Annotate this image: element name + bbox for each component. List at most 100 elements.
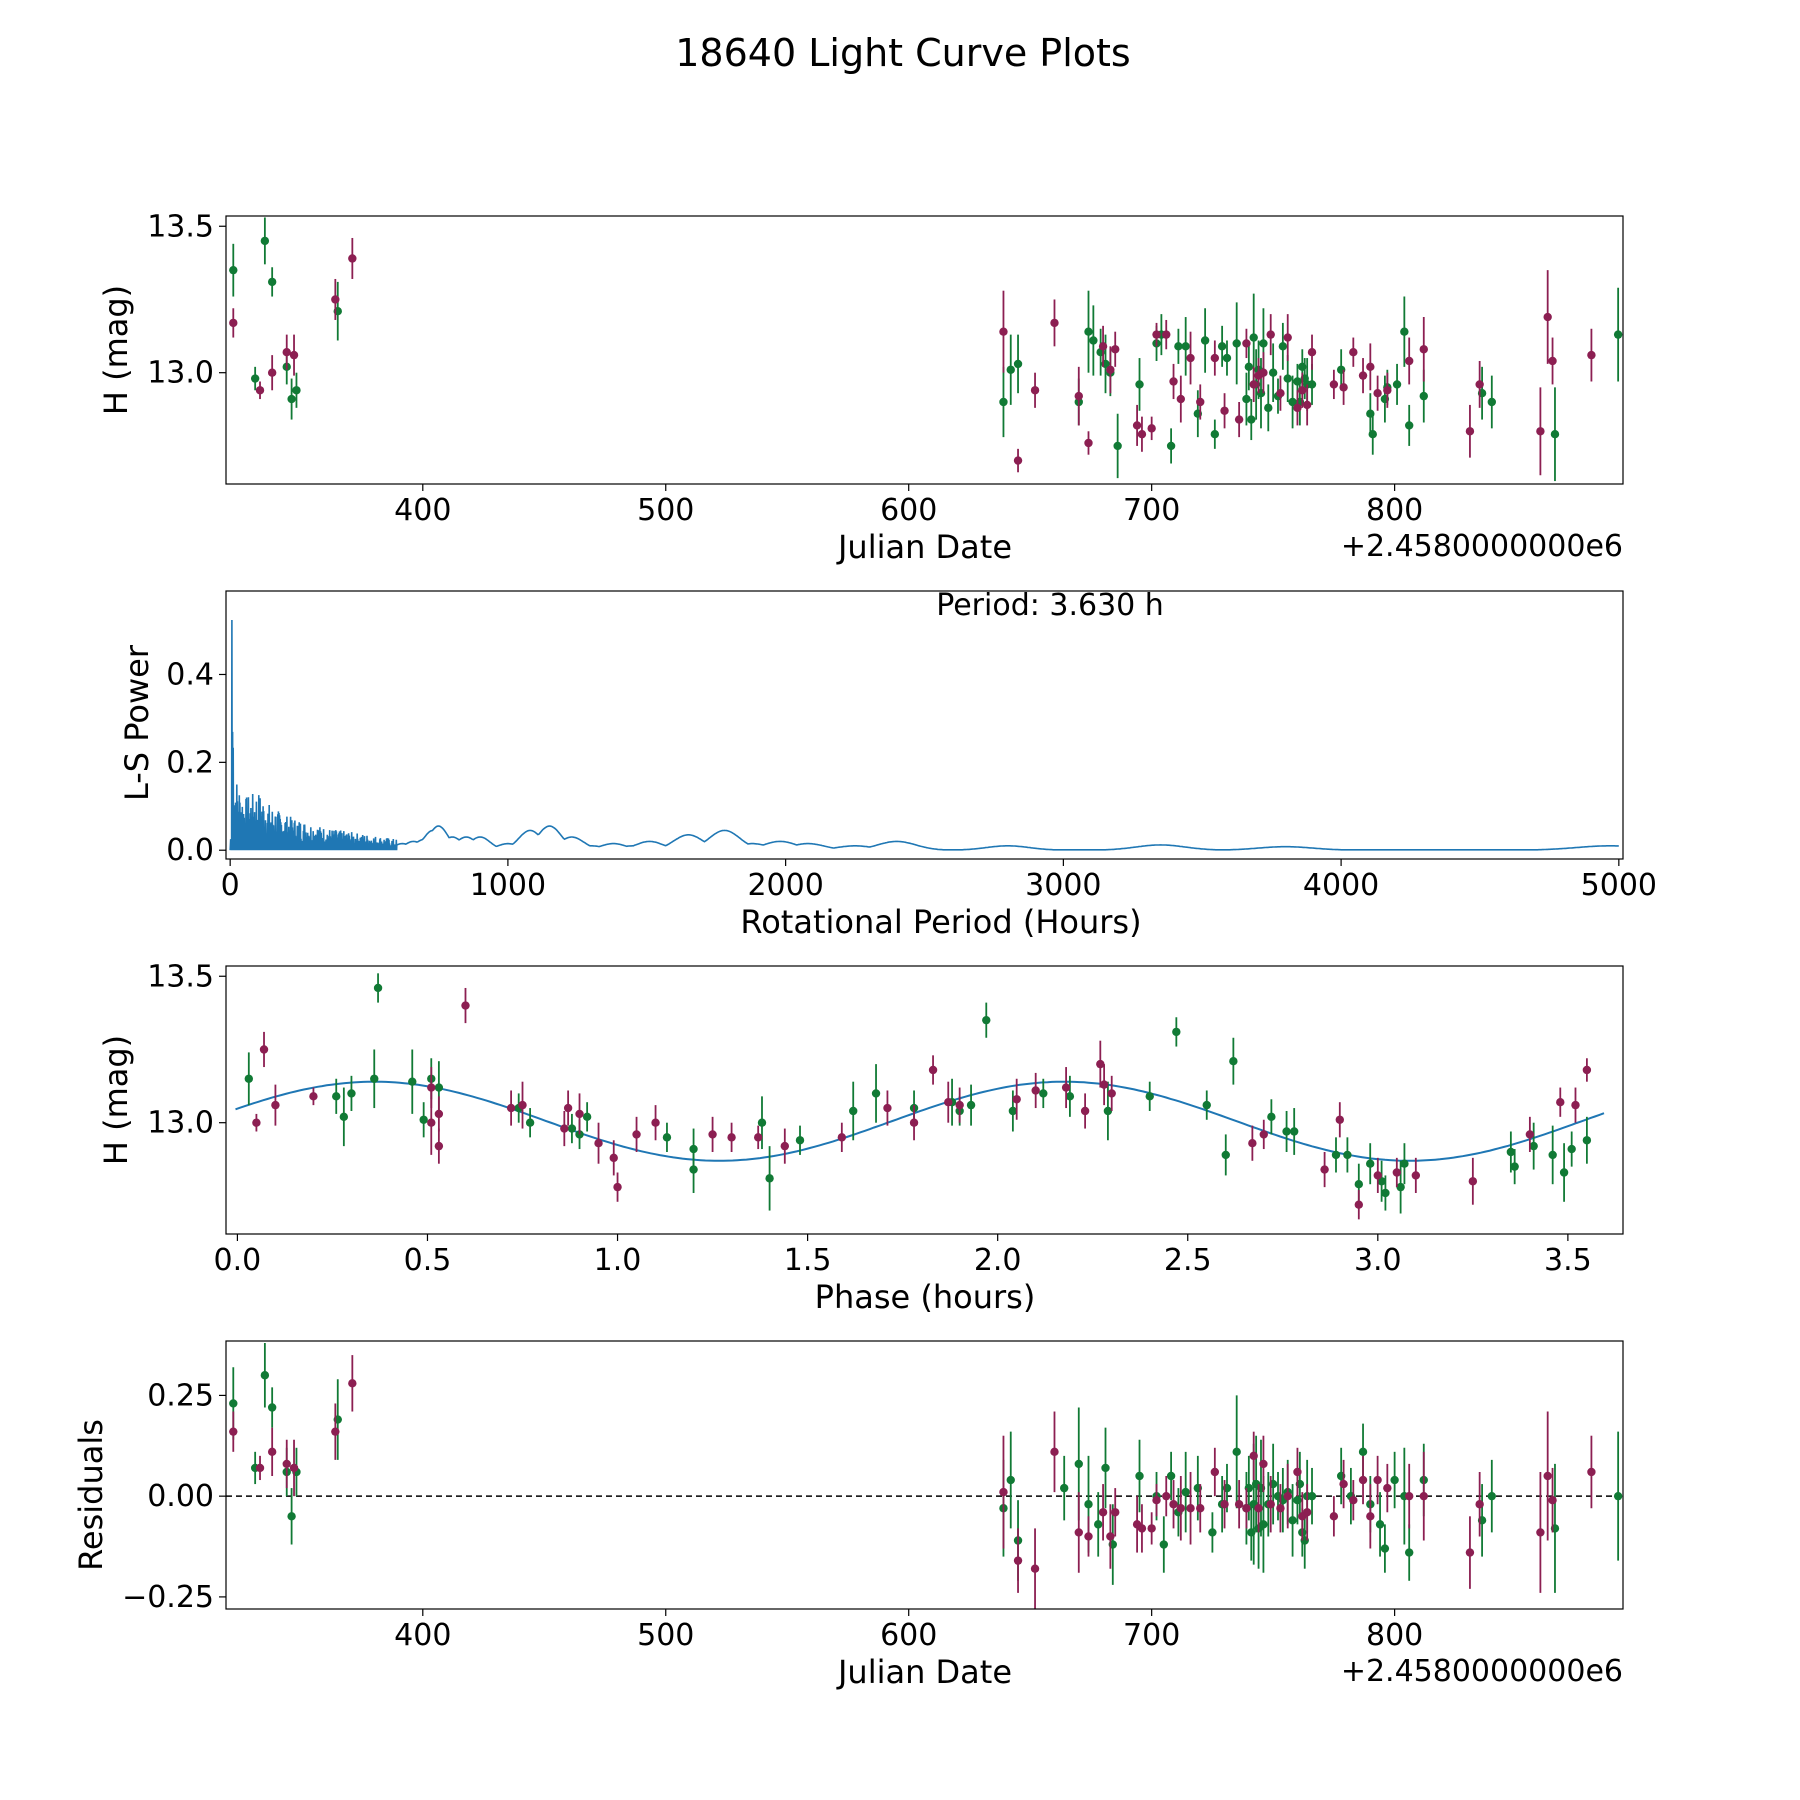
phasefold-xtick-label: 3.5 — [1544, 1243, 1592, 1278]
lightcurve-ytick-label: 13.0 — [147, 356, 214, 391]
phasefold-red-point — [1080, 1106, 1090, 1116]
phasefold-ytick-label: 13.0 — [147, 1106, 214, 1141]
residuals-red-point — [1030, 1564, 1040, 1573]
phasefold-red-point — [1099, 1080, 1109, 1089]
residuals-green-point — [1232, 1447, 1241, 1457]
lightcurve-green-point — [1307, 380, 1317, 389]
residuals-green-point — [287, 1512, 296, 1521]
residuals-ytick-label: 0.25 — [147, 1378, 214, 1413]
phasefold-red-point — [1031, 1086, 1040, 1095]
periodogram-xtick-label: 5000 — [1581, 868, 1657, 903]
lightcurve-green-point — [1217, 342, 1227, 351]
phasefold-red-point — [434, 1109, 444, 1119]
residuals-green-point — [1288, 1516, 1297, 1525]
phasefold-green-point — [582, 1112, 592, 1122]
lightcurve-frame — [225, 215, 1624, 485]
phasefold-green-point — [1343, 1150, 1352, 1160]
phasefold-green-point — [1221, 1150, 1230, 1160]
residuals-ytick-label: −0.25 — [122, 1580, 214, 1615]
residuals-green-point — [1613, 1491, 1623, 1501]
lightcurve-red-point — [1074, 391, 1083, 401]
lightcurve-red-point — [1366, 362, 1375, 372]
periodogram-ytick-label: 0.2 — [166, 745, 214, 780]
phasefold-red-point — [1411, 1171, 1421, 1180]
lightcurve-green-point — [260, 236, 270, 246]
lightcurve-ticks: 400 500 600 700 800 13.0 13.5 — [147, 209, 1423, 528]
residuals-red-point — [1254, 1504, 1263, 1513]
residuals-green-point — [1166, 1471, 1176, 1481]
lightcurve-red-point — [1358, 371, 1368, 380]
residuals-green-point — [1094, 1520, 1103, 1529]
lightcurve-red-point — [1176, 394, 1186, 404]
residuals-red-point — [1152, 1495, 1161, 1505]
lightcurve-green-point — [1419, 391, 1428, 401]
phasefold-red-point — [427, 1083, 436, 1092]
lightcurve-ytick-label: 13.5 — [147, 209, 214, 244]
phasefold-green-point — [1366, 1159, 1375, 1168]
phasefold-xtick-label: 3.0 — [1354, 1243, 1402, 1278]
residuals-red-point — [282, 1459, 291, 1469]
residuals-green-point — [1380, 1544, 1390, 1553]
residuals-green-point — [1487, 1491, 1497, 1501]
lightcurve-red-point — [1186, 353, 1195, 363]
lightcurve-red-point — [1196, 397, 1205, 407]
phasefold-red-point — [955, 1100, 964, 1110]
lightcurve-green-point — [287, 394, 296, 404]
lightcurve-green-point — [1242, 394, 1251, 404]
lightcurve-green-point — [1166, 441, 1176, 451]
lightcurve-xtick-label: 400 — [394, 493, 451, 528]
residuals-green-point — [1006, 1475, 1015, 1485]
residuals-xtick-label: 400 — [394, 1618, 451, 1653]
lightcurve-red-point — [1276, 389, 1285, 398]
lightcurve-green-point — [1278, 342, 1288, 351]
phasefold-red-point — [434, 1141, 444, 1151]
residuals-red-point — [1249, 1451, 1258, 1461]
phasefold-green-point — [434, 1083, 444, 1092]
lightcurve-red-point — [1132, 421, 1142, 430]
periodogram-marks — [229, 619, 1619, 851]
lightcurve-green-point — [1392, 380, 1402, 389]
phasefold-green-point — [1008, 1106, 1018, 1116]
lightcurve-red-point — [1373, 389, 1382, 398]
residuals-xtick-label: 600 — [880, 1618, 937, 1653]
residuals-xlabel: Julian Date — [836, 1653, 1012, 1691]
phasefold-green-point — [1548, 1150, 1557, 1160]
residuals-frame — [225, 1340, 1624, 1610]
lightcurve-red-point — [1475, 380, 1484, 389]
lightcurve-green-point — [1232, 339, 1241, 348]
residuals-green-point — [1074, 1459, 1083, 1469]
lightcurve-red-point — [1106, 365, 1115, 374]
residuals-green-point — [1060, 1483, 1069, 1493]
lightcurve-green-point — [229, 265, 238, 275]
phasefold-red-point — [259, 1045, 269, 1054]
phasefold-xtick-label: 2.5 — [1164, 1243, 1212, 1278]
phasefold-green-point — [1229, 1056, 1238, 1066]
residuals-xtick-label: 800 — [1366, 1618, 1423, 1653]
phasefold-green-point — [849, 1106, 858, 1116]
periodogram-panel: 0 1000 2000 3000 4000 5000 0.0 0.2 0.4 Period: 3… — [118, 588, 1657, 941]
residuals-red-point — [1210, 1467, 1220, 1477]
phasefold-green-point — [1381, 1188, 1390, 1198]
phasefold-green-point — [982, 1015, 991, 1025]
lightcurve-green-point — [1259, 339, 1268, 348]
residuals-red-point — [1419, 1491, 1428, 1501]
periodogram-xtick-label: 3000 — [1025, 868, 1101, 903]
periodogram-xtick-label: 4000 — [1303, 868, 1379, 903]
phasefold-red-point — [560, 1124, 569, 1133]
periodogram-ytick-label: 0.4 — [166, 657, 214, 692]
phasefold-red-point — [613, 1182, 622, 1192]
phasefold-red-point — [780, 1141, 789, 1151]
phasefold-red-point — [594, 1139, 603, 1148]
phasefold-green-point — [765, 1174, 774, 1183]
residuals-red-point — [1349, 1495, 1358, 1505]
residuals-green-point — [1084, 1500, 1093, 1509]
residuals-red-point — [1176, 1504, 1186, 1513]
periodogram-xtick-label: 2000 — [747, 868, 823, 903]
residuals-red-point — [1475, 1500, 1484, 1509]
phasefold-green-point — [1103, 1106, 1113, 1116]
phasefold-red-point — [427, 1118, 436, 1127]
phasefold-red-point — [575, 1109, 584, 1119]
lightcurve-green-point — [1006, 365, 1015, 374]
residuals-marks — [226, 1343, 1623, 1609]
lightcurve-red-point — [1383, 386, 1392, 395]
